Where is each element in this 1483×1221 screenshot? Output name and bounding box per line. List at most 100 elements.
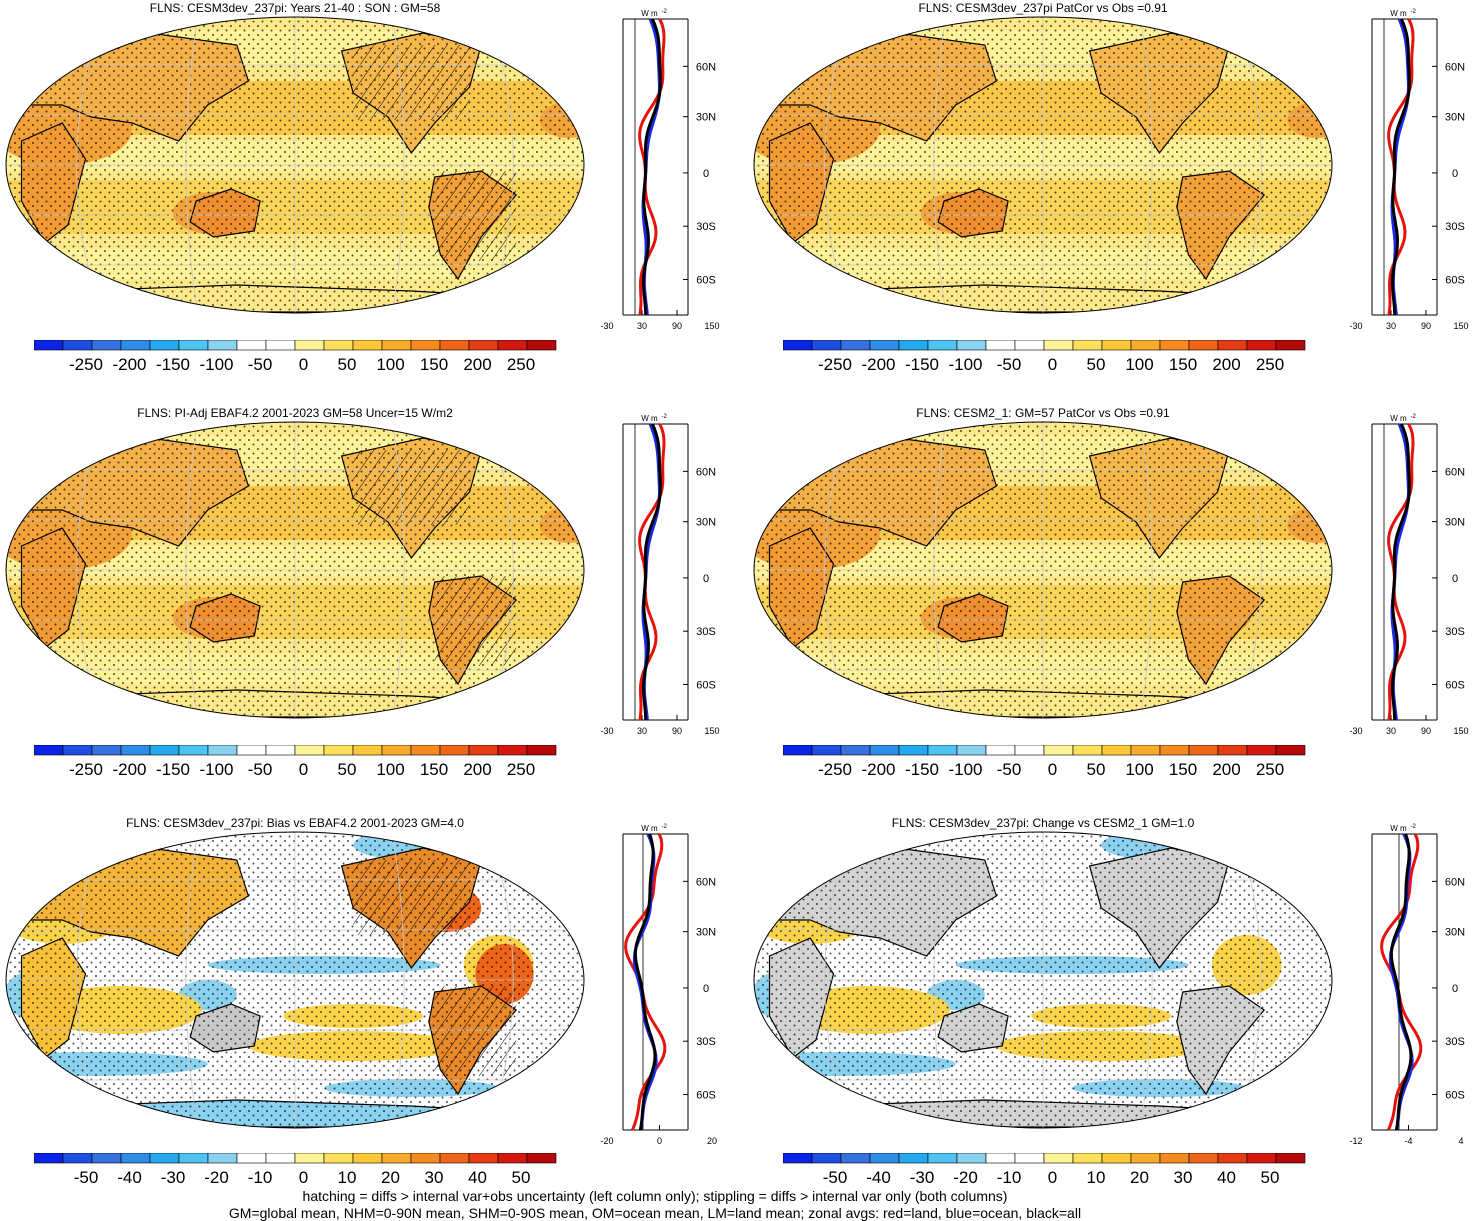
colorbar-swatch (381, 745, 412, 756)
colorbar-label: 50 (1261, 1168, 1280, 1187)
zonal-lat-label: 0 (703, 168, 709, 180)
colorbar-swatch (985, 340, 1016, 351)
colorbar-swatch (497, 745, 528, 756)
zonal-lat-label: 60S (696, 274, 716, 286)
colorbar-label: 30 (425, 1168, 444, 1187)
map-boundary (5, 16, 585, 314)
colorbar-swatch (410, 1153, 441, 1164)
colorbar-swatch (811, 745, 842, 756)
colorbar-swatch (236, 745, 267, 756)
zonal-average-plot: W m -2 60N 30N 0 30S 60S -30 30 90 150 (600, 414, 719, 736)
colorbar-swatch (840, 1153, 871, 1164)
zonal-lat-label: 0 (703, 983, 709, 995)
colorbar-label: -50 (248, 355, 273, 374)
map-plot (753, 831, 1333, 1129)
colorbar-label: -150 (905, 760, 939, 779)
colorbar-swatch (178, 340, 209, 351)
zonal-unit-exponent: -2 (662, 9, 668, 15)
footer-note-line1: hatching = diffs > internal var+obs unce… (302, 1188, 1008, 1204)
zonal-all-curve (1391, 423, 1411, 721)
zonal-lat-label: 60N (1445, 876, 1465, 888)
colorbar-label: 150 (420, 355, 448, 374)
panel-title: FLNS: CESM3dev_237pi: Change vs CESM2_1 … (891, 816, 1195, 830)
colorbar-label: 200 (1212, 760, 1240, 779)
colorbar-label: -50 (248, 760, 273, 779)
colorbar-label: 100 (376, 355, 404, 374)
colorbar-swatch (1275, 340, 1306, 351)
graticule-line (1139, 832, 1153, 1128)
map-plot (5, 421, 585, 719)
colorbar-label: 50 (1087, 355, 1106, 374)
colorbar-swatch (898, 1153, 929, 1164)
colorbar-swatch (811, 1153, 842, 1164)
zonal-unit-label: W m (641, 9, 658, 18)
colorbar-swatch (468, 745, 499, 756)
colorbar-swatch (1101, 1153, 1132, 1164)
panel-title: FLNS: CESM3dev_237pi: Years 21-40 : SON … (149, 1, 441, 15)
colorbar-label: -100 (199, 355, 233, 374)
colorbar-swatch (323, 745, 354, 756)
colorbar-swatch (497, 340, 528, 351)
colorbar-swatch (985, 745, 1016, 756)
zonal-unit-label: W m (641, 414, 658, 423)
colorbar-swatch (34, 340, 64, 351)
colorbar-label: 0 (1048, 355, 1057, 374)
map-boundary (753, 831, 1333, 1129)
colorbar-label: -50 (74, 1168, 99, 1187)
colorbar-swatch (294, 1153, 325, 1164)
zonal-lat-label: 30S (696, 221, 716, 233)
colorbar-swatch (956, 745, 987, 756)
zonal-lat-label: 30S (1445, 626, 1465, 638)
zonal-average-plot: W m -2 60N 30N 0 30S 60S -30 30 90 150 (1349, 9, 1468, 331)
zonal-lat-label: 30S (696, 626, 716, 638)
footer-note-line2: GM=global mean, NHM=0-90N mean, SHM=0-90… (228, 1205, 1082, 1221)
colorbar-swatch (120, 1153, 151, 1164)
zonal-x-label: 30 (1386, 726, 1396, 736)
colorbar-swatch (497, 1153, 528, 1164)
colorbar-swatch (1043, 1153, 1074, 1164)
colorbar-swatch (1072, 1153, 1103, 1164)
map-plot (5, 16, 585, 314)
colorbar-label: -30 (910, 1168, 935, 1187)
zonal-land-curve (1380, 833, 1423, 1131)
colorbar-swatch (236, 1153, 267, 1164)
colorbar-swatch (352, 340, 383, 351)
graticule-line (391, 832, 405, 1128)
graticule-line (185, 422, 199, 718)
colorbar-swatch (1130, 1153, 1161, 1164)
zonal-unit-label: W m (1390, 824, 1407, 833)
colorbar-swatch (410, 745, 441, 756)
zonal-x-label: -30 (1349, 726, 1362, 736)
zonal-lat-label: 60S (1445, 679, 1465, 691)
colorbar-swatch (439, 1153, 470, 1164)
colorbar-label: 40 (1217, 1168, 1236, 1187)
colorbar-label: 50 (338, 760, 357, 779)
zonal-x-label: 20 (707, 1136, 717, 1146)
zonal-lat-label: 60S (696, 679, 716, 691)
colorbar-label: 200 (463, 355, 491, 374)
colorbar-swatch (323, 340, 354, 351)
colorbar-swatch (1275, 745, 1306, 756)
colorbar-label: 250 (507, 760, 535, 779)
colorbar-label: -10 (997, 1168, 1022, 1187)
zonal-all-curve (642, 18, 662, 316)
colorbar-swatch (91, 745, 122, 756)
colorbar-swatch (840, 745, 871, 756)
colorbar-label: -50 (997, 760, 1022, 779)
colorbar-swatch (783, 1153, 813, 1164)
colorbar-label: -200 (112, 760, 146, 779)
colorbar-swatch (1130, 340, 1161, 351)
colorbar-label: -150 (905, 355, 939, 374)
colorbar-swatch (323, 1153, 354, 1164)
colorbar-label: -200 (861, 355, 895, 374)
zonal-lat-label: 60S (696, 1089, 716, 1101)
colorbar-swatch (120, 745, 151, 756)
colorbar-swatch (439, 340, 470, 351)
zonal-lat-label: 30N (696, 927, 716, 939)
zonal-lat-label: 30S (1445, 221, 1465, 233)
colorbar-swatch (985, 1153, 1016, 1164)
colorbar-label: -20 (953, 1168, 978, 1187)
colorbar-label: 150 (420, 760, 448, 779)
zonal-x-label: -30 (600, 321, 613, 331)
colorbar-swatch (1101, 340, 1132, 351)
